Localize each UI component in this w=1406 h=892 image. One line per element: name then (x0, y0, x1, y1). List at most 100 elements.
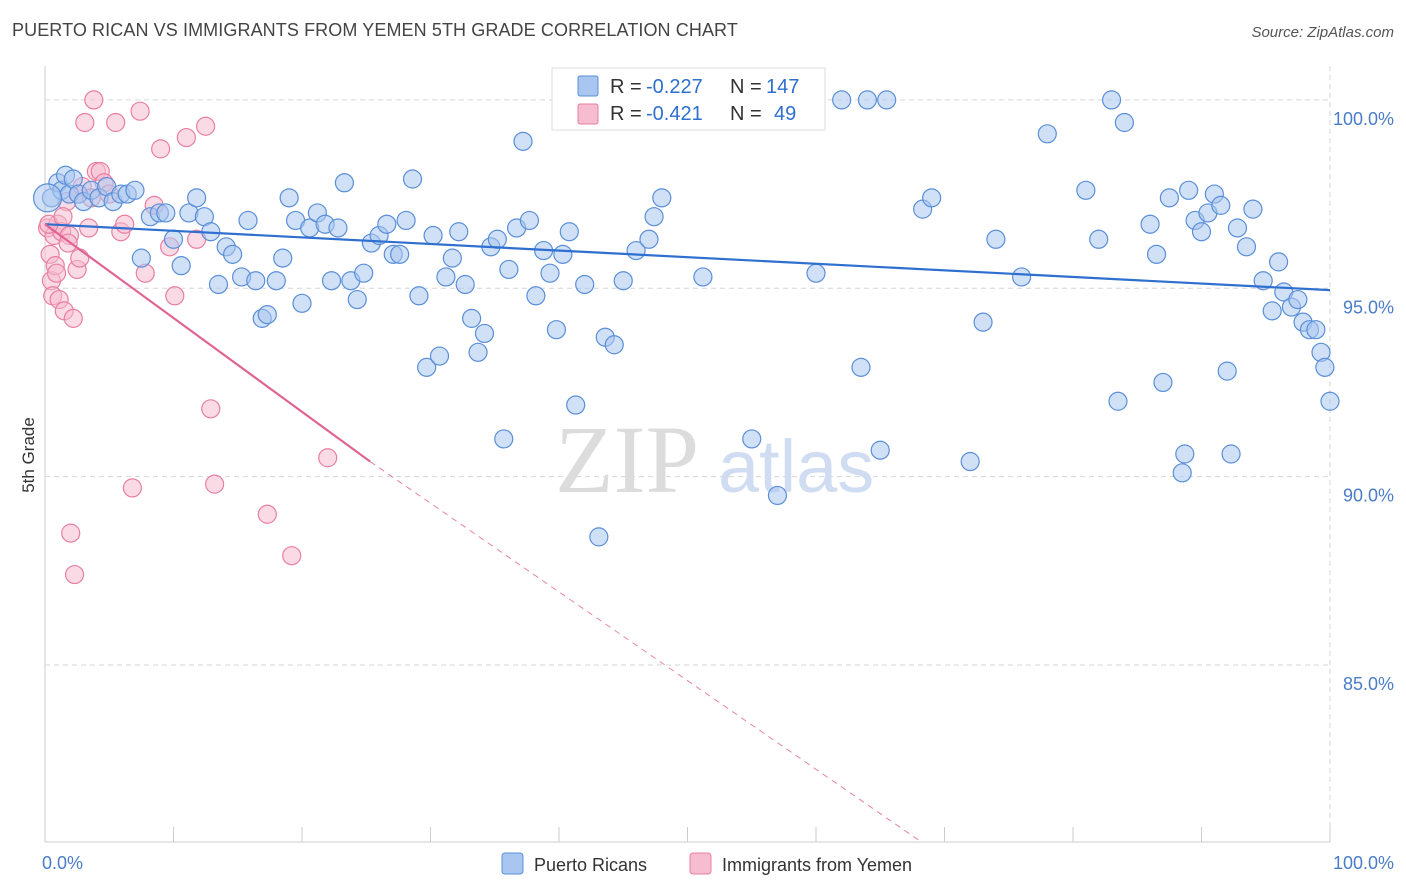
puerto-rican-point (870, 440, 890, 460)
puerto-rican-point (973, 312, 993, 332)
puerto-rican-point (449, 222, 469, 242)
legend-swatch-puerto-ricans (501, 852, 524, 875)
puerto-rican-point (1217, 361, 1237, 381)
watermark: ZIP atlas (555, 406, 874, 513)
yemen-point (130, 101, 150, 121)
y-tick-labels: 85.0% 90.0% 95.0% 100.0% (1333, 109, 1394, 694)
puerto-rican-point (499, 259, 519, 280)
puerto-rican-point (208, 274, 229, 295)
puerto-rican-point (1037, 124, 1057, 144)
puerto-rican-point (1243, 199, 1263, 219)
yemen-point (46, 263, 67, 283)
yemen-point (79, 218, 99, 238)
puerto-rican-point (540, 263, 560, 283)
puerto-rican-point (1089, 229, 1109, 249)
puerto-rican-point (553, 244, 573, 264)
legend-r-label: R = (610, 76, 642, 98)
legend-label-yemen: Immigrants from Yemen (722, 855, 912, 875)
puerto-rican-point (960, 451, 980, 472)
puerto-rican-point (1191, 222, 1212, 242)
legend-n-label: N = (730, 76, 762, 98)
puerto-rican-point (832, 90, 852, 110)
y-tick-label: 100.0% (1333, 109, 1394, 129)
legend-swatch-blue (577, 75, 599, 97)
puerto-rican-point (767, 485, 788, 506)
puerto-rican-point (1227, 218, 1248, 238)
puerto-rican-point (857, 90, 878, 110)
yemen-point (61, 523, 81, 543)
yemen-point (64, 564, 85, 585)
yemen-point (205, 474, 225, 494)
puerto-rican-point (354, 263, 374, 283)
puerto-rican-point (613, 271, 633, 291)
puerto-rican-point (402, 169, 423, 189)
puerto-rican-point (474, 323, 495, 344)
x-tick-label-min: 0.0% (42, 853, 83, 873)
puerto-rican-point (1172, 463, 1192, 483)
puerto-rican-point (423, 225, 443, 246)
puerto-rican-point (526, 286, 546, 306)
puerto-rican-point (644, 207, 664, 227)
puerto-rican-point (1268, 252, 1289, 272)
puerto-rican-point (1076, 180, 1096, 200)
legend-n-label: N = (730, 103, 762, 125)
puerto-rican-point (513, 131, 533, 151)
puerto-rican-point (171, 256, 191, 276)
yemen-point (75, 112, 95, 133)
puerto-rican-point (462, 308, 482, 328)
legend-swatch-pink (577, 103, 599, 125)
puerto-rican-point (1153, 372, 1173, 393)
puerto-rican-point (546, 320, 567, 340)
puerto-rican-point (347, 289, 367, 310)
puerto-rican-point (223, 244, 243, 264)
puerto-rican-point (1140, 214, 1160, 234)
y-tick-label: 85.0% (1343, 674, 1394, 694)
puerto-rican-point (639, 229, 659, 249)
yemen-trend-line (44, 223, 371, 463)
puerto-rican-point (396, 210, 416, 231)
puerto-rican-point (1253, 271, 1273, 291)
puerto-rican-point (390, 244, 410, 264)
puerto-rican-point (693, 267, 713, 287)
puerto-rican-point (238, 210, 258, 231)
y-axis-title: 5th Grade (19, 417, 38, 493)
puerto-rican-point (1221, 444, 1241, 464)
puerto-rican-point (652, 188, 672, 208)
puerto-rican-point (806, 263, 826, 283)
yemen-point (84, 90, 104, 110)
puerto-rican-point (851, 357, 871, 377)
legend-r-value: -0.421 (646, 103, 703, 125)
puerto-rican-point (1175, 444, 1195, 464)
bottom-legend: Puerto Ricans Immigrants from Yemen (501, 852, 912, 875)
puerto-rican-point (604, 335, 624, 355)
puerto-rican-point (328, 218, 348, 238)
yemen-point (257, 504, 277, 524)
puerto-rican-point (1315, 357, 1335, 377)
puerto-rican-point (575, 274, 595, 295)
watermark-atlas: atlas (718, 425, 874, 508)
puerto-rican-point (163, 229, 184, 249)
puerto-rican-point (156, 203, 176, 223)
puerto-rican-point (125, 180, 145, 200)
puerto-rican-points (32, 90, 1340, 547)
puerto-rican-point (1288, 289, 1308, 310)
source-credit[interactable]: Source: ZipAtlas.com (1251, 24, 1394, 41)
puerto-rican-point (877, 90, 897, 110)
yemen-point (318, 448, 338, 468)
yemen-point (53, 207, 73, 227)
puerto-rican-point (187, 188, 207, 208)
yemen-point (106, 112, 126, 133)
puerto-rican-point (1306, 320, 1326, 340)
y-tick-label: 95.0% (1343, 297, 1394, 317)
puerto-rican-point (429, 346, 450, 366)
puerto-rican-point (1108, 391, 1128, 411)
puerto-rican-point (922, 188, 942, 208)
x-tick-label-max: 100.0% (1333, 853, 1394, 873)
y-tick-label: 90.0% (1343, 486, 1394, 506)
chart-title: PUERTO RICAN VS IMMIGRANTS FROM YEMEN 5T… (12, 20, 738, 40)
puerto-rican-point (455, 274, 475, 295)
puerto-rican-point (377, 214, 397, 234)
puerto-rican-point (321, 271, 342, 291)
puerto-rican-point (266, 271, 286, 291)
legend-n-value: 49 (774, 103, 796, 125)
